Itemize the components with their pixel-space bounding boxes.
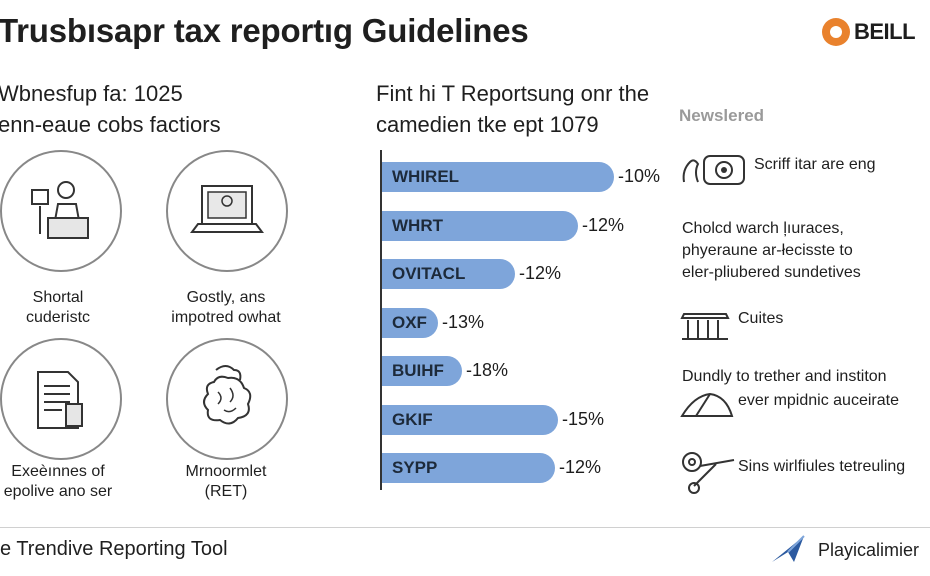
chart-y-axis <box>380 150 382 490</box>
right-item-5-text: Sins wirlfiules tetreuling <box>738 458 906 475</box>
chart-bar: OXF <box>382 308 438 338</box>
document-icon <box>0 338 122 460</box>
right-item-2-line2: phyeraune ar-łecisste to <box>682 242 853 259</box>
left-item-4-line2: (RET) <box>204 483 248 500</box>
left-item-3-line1: Exeèınnes of <box>11 463 105 480</box>
left-item-3-line2: epolive ano ser <box>3 483 113 500</box>
right-item-1-text: Scriff itar are eng <box>754 156 876 173</box>
chart-bar: BUIHF <box>382 356 462 386</box>
chart-bar-value-label: -12% <box>582 215 625 235</box>
right-item-4-line1: Dundly to trether and institon <box>682 368 887 385</box>
laptop-icon <box>166 150 288 272</box>
chart-bar: WHIREL <box>382 162 614 192</box>
left-item-1-line1: Shortal <box>32 289 84 306</box>
left-item-1-line2: cuderistc <box>25 309 91 326</box>
chart-bar: OVITACL <box>382 259 515 289</box>
chart-bar: SYPP <box>382 453 555 483</box>
chart-bar-category: SYPP <box>392 458 438 477</box>
brain-icon <box>166 338 288 460</box>
left-item-3-caption: Exeèınnes of epolive ano ser <box>0 462 148 502</box>
chart-bar-category: GKIF <box>392 410 433 429</box>
right-item-2-line1: Cholcd warch ļıuraces, <box>682 220 844 237</box>
chart-title: Fint hi T Reportsung onr the camedien tk… <box>376 78 649 140</box>
footer-left-text: Je Trendive Reporting Tool <box>0 538 228 560</box>
chart-bar-value-label: -18% <box>466 360 509 380</box>
chart-bar-value-label: -12% <box>559 457 602 477</box>
footer-right-text[interactable]: Playicalimier <box>818 540 920 560</box>
left-item-2-caption: Gostly, ans impotred owhat <box>136 288 316 328</box>
chart-bar-category: WHRT <box>392 216 443 235</box>
tent-icon <box>680 390 734 425</box>
chart-bar-category: BUIHF <box>392 361 444 380</box>
left-heading-line2: enn-eaue cobs factiors <box>0 112 221 137</box>
chart-bar-category: WHIREL <box>392 167 460 186</box>
chart-bar-value-label: -12% <box>519 263 562 283</box>
building-columns-icon <box>680 310 730 345</box>
right-item-2-line3: eler-pliubered sundetives <box>682 264 861 281</box>
logo-circle-icon <box>822 18 850 46</box>
left-item-2-line2: impotred owhat <box>171 309 281 326</box>
chart-title-line2: camedien tke ept 1079 <box>376 112 599 137</box>
page-title: Trusbısapr tax reportıg Guidelines <box>0 12 529 49</box>
left-heading: Wbnesfup fa: 1025 enn-eaue cobs factiors <box>0 78 221 140</box>
left-heading-line1: Wbnesfup fa: 1025 <box>0 81 183 106</box>
wrench-gear-icon <box>680 450 736 501</box>
hand-camera-icon <box>680 152 746 193</box>
chart-bar-category: OXF <box>392 313 427 332</box>
left-item-2-line1: Gostly, ans <box>186 289 266 306</box>
plane-logo-icon <box>770 532 810 571</box>
person-desk-icon <box>0 150 122 272</box>
left-item-4-caption: Mrnoormlet (RET) <box>136 462 316 502</box>
right-item-3-text: Cuites <box>738 310 784 327</box>
brand-name: BEILL <box>854 19 916 44</box>
chart-bar-category: OVITACL <box>392 264 466 283</box>
chart-bar: WHRT <box>382 211 578 241</box>
chart-bar-value-label: -10% <box>618 166 661 186</box>
chart-bar: GKIF <box>382 405 558 435</box>
brand-logo[interactable]: BEILL <box>822 16 930 50</box>
right-item-2-text: Cholcd warch ļıuraces, phyeraune ar-łeci… <box>682 218 861 284</box>
left-item-1-caption: Shortal cuderistc <box>0 288 148 328</box>
chart-bar-value-label: -15% <box>562 409 605 429</box>
right-item-4-line2: ever mpidnic auceirate <box>738 392 899 409</box>
footer-divider <box>0 527 930 528</box>
chart-bar-value-label: -13% <box>442 312 485 332</box>
chart-title-line1: Fint hi T Reportsung onr the <box>376 81 650 106</box>
left-item-4-line1: Mrnoormlet <box>185 463 267 480</box>
newsletter-label[interactable]: Newslered <box>679 106 765 125</box>
